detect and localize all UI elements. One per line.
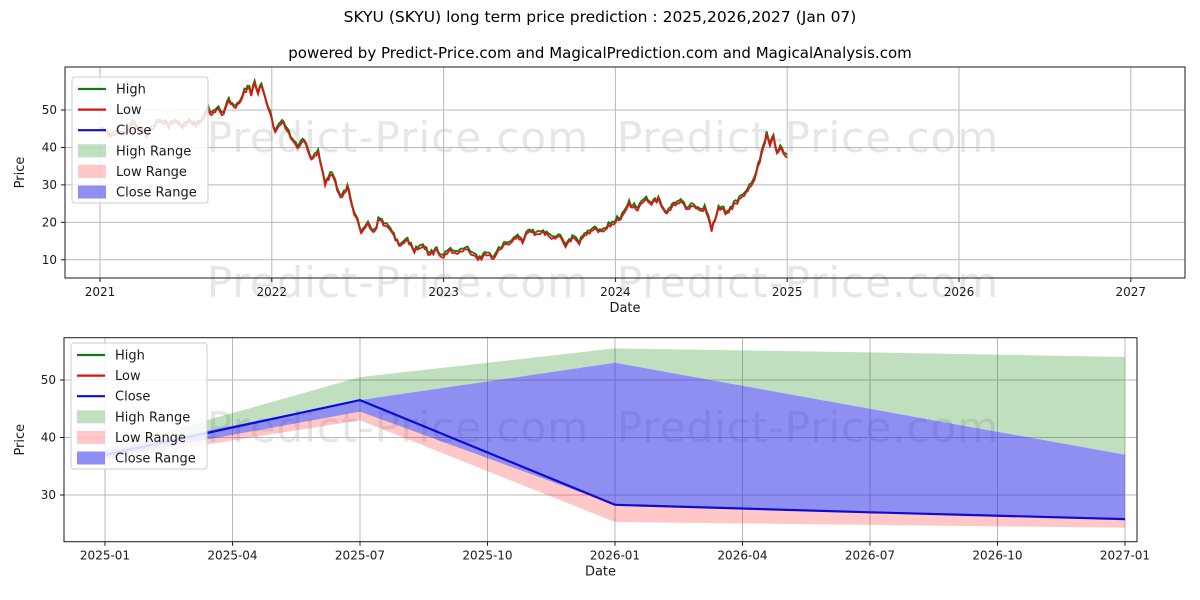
watermark-text: Predict-Price.com <box>207 258 589 307</box>
x-tick-label: 2023 <box>428 285 459 299</box>
legend-label: Close <box>116 124 151 139</box>
legend-label: Low Range <box>116 165 187 180</box>
ticks <box>60 379 1126 546</box>
legend-swatch-patch <box>78 185 106 199</box>
legend-label: High Range <box>116 144 191 159</box>
x-tick-label: 2025-10 <box>462 549 512 563</box>
plot-border <box>64 66 1186 279</box>
top-chart: 2021 2022 2023 2024 2025 2026 2027 10 20 30 40 50 Da… <box>13 66 1186 316</box>
watermark-text: Predict-Price.com <box>617 113 999 162</box>
x-tick-label: 2026 <box>944 285 975 299</box>
x-tick-label: 2022 <box>257 285 288 299</box>
y-tick-label: 50 <box>41 373 56 387</box>
x-tick-label: 2027-01 <box>1100 549 1150 563</box>
x-tick-label: 2021 <box>85 285 116 299</box>
y-axis-label: Price <box>13 157 28 189</box>
x-tick-label: 2027 <box>1116 285 1147 299</box>
watermark-text: Predict-Price.com <box>207 113 589 162</box>
legend-label: High Range <box>115 410 190 425</box>
close-prediction-line <box>104 398 1126 521</box>
tick-labels: 2025-01 2025-04 2025-07 2025-10 2026-01 2026-… <box>41 373 1150 563</box>
high-range-band <box>105 348 1125 455</box>
low-historical-line <box>100 79 788 262</box>
y-tick-label: 30 <box>42 178 57 192</box>
x-axis-label: Date <box>609 301 640 316</box>
legend-label: Low <box>116 103 142 118</box>
chart-subtitle: powered by Predict-Price.com and Magical… <box>288 44 912 62</box>
ticks <box>61 109 1132 282</box>
legend: High Low Close High Range Low Range Close Ran… <box>71 76 209 204</box>
y-tick-label: 40 <box>41 431 56 445</box>
y-tick-label: 50 <box>42 103 57 117</box>
y-tick-label: 40 <box>42 140 57 154</box>
tick-labels: 2021 2022 2023 2024 2025 2026 2027 10 20 30 40 50 <box>42 103 1146 299</box>
legend-swatch-patch <box>78 144 106 158</box>
gridlines <box>65 67 1185 278</box>
x-tick-label: 2026-04 <box>717 549 767 563</box>
plot-border <box>63 337 1138 543</box>
x-tick-label: 2026-01 <box>590 549 640 563</box>
legend-label: Low Range <box>115 431 186 446</box>
y-tick-label: 10 <box>42 253 57 267</box>
legend-label: High <box>116 83 146 98</box>
x-tick-label: 2024 <box>600 285 631 299</box>
legend-label: Low <box>115 369 141 384</box>
x-tick-label: 2025 <box>772 285 803 299</box>
legend-swatch-patch <box>78 164 106 178</box>
legend-swatch-patch <box>77 410 105 424</box>
legend-label: Close <box>115 390 150 405</box>
x-tick-label: 2025-04 <box>207 549 257 563</box>
legend-label: Close Range <box>116 186 197 201</box>
x-tick-label: 2025-01 <box>80 549 130 563</box>
x-tick-label: 2025-07 <box>335 549 385 563</box>
close-range-band <box>105 362 1125 520</box>
legend: High Low Close High Range Low Range Close Ran… <box>70 342 208 470</box>
legend-label: High <box>115 349 145 364</box>
x-tick-label: 2026-07 <box>845 549 895 563</box>
watermark-text: Predict-Price.com <box>617 258 999 307</box>
y-axis-label: Price <box>13 424 28 456</box>
chart-title: SKYU (SKYU) long term price prediction :… <box>343 8 857 26</box>
x-tick-label: 2026-10 <box>972 549 1022 563</box>
high-historical-line <box>99 77 788 261</box>
legend-swatch-patch <box>77 451 105 465</box>
y-tick-label: 20 <box>42 215 57 229</box>
legend-label: Close Range <box>115 452 196 467</box>
y-tick-label: 30 <box>41 488 56 502</box>
bottom-chart: 2025-01 2025-04 2025-07 2025-10 2026-01 2026-… <box>13 337 1150 580</box>
legend-swatch-patch <box>77 430 105 444</box>
x-axis-label: Date <box>585 565 616 580</box>
